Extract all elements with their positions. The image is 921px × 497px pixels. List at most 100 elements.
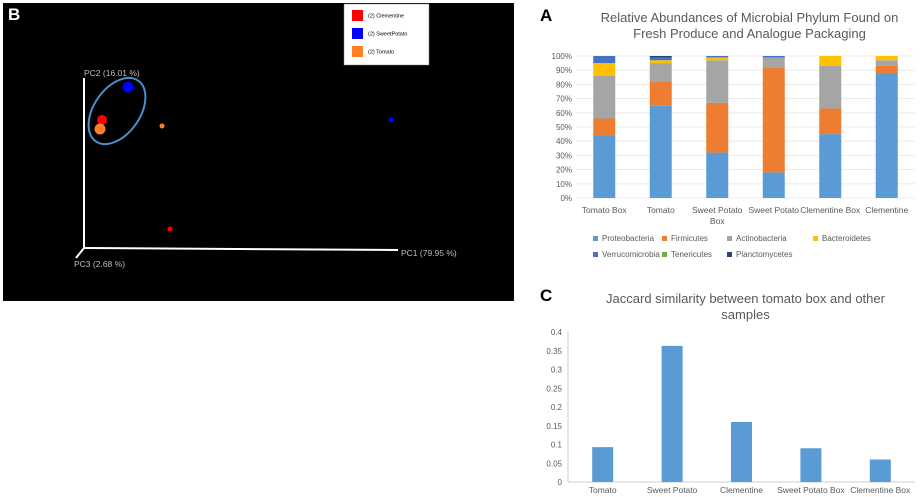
chart-a-bar-firmicutes xyxy=(649,81,672,106)
chart-c-category-label: Tomato xyxy=(589,485,617,495)
chart-c-y-tick: 0.3 xyxy=(551,366,563,375)
chart-a-bar-verrucomicrobia xyxy=(649,57,672,61)
chart-a-bar-proteobacteria xyxy=(875,73,898,198)
chart-a-bar-actinobacteria xyxy=(649,63,672,82)
panel-b-label: B xyxy=(8,5,21,24)
chart-c-bar xyxy=(731,422,752,482)
chart-a-y-tick: 10% xyxy=(556,180,572,189)
chart-a-category-label: Box xyxy=(710,216,725,226)
chart-a-bar-bacteroidetes xyxy=(649,60,672,64)
pc1-axis-label: PC1 (79.95 %) xyxy=(401,248,457,258)
chart-a-bar-bacteroidetes xyxy=(819,56,842,66)
chart-c-y-tick: 0.2 xyxy=(551,403,563,412)
pc3-axis xyxy=(75,247,85,259)
clementine-point xyxy=(97,115,107,125)
chart-a-legend-label: Actinobacteria xyxy=(736,234,787,243)
chart-a-bar-firmicutes xyxy=(875,65,898,74)
legend-label-sweetpotato: (2) SweetPotato xyxy=(368,32,407,38)
chart-c-y-tick: 0.15 xyxy=(546,422,562,431)
chart-a-bar-proteobacteria xyxy=(593,135,616,198)
pc1-axis xyxy=(83,247,399,251)
panel-a-label: A xyxy=(540,6,553,25)
chart-a-bar-bacteroidetes xyxy=(706,57,729,61)
chart-a-legend-swatch xyxy=(662,252,667,257)
chart-a-bar-proteobacteria xyxy=(706,152,729,198)
chart-a-y-tick: 80% xyxy=(556,80,572,89)
pc2-axis-label: PC2 (16.01 %) xyxy=(84,68,140,78)
chart-a-y-tick: 50% xyxy=(556,123,572,132)
chart-a-y-tick: 70% xyxy=(556,95,572,104)
chart-a-y-tick: 60% xyxy=(556,109,572,118)
chart-a-legend-label: Verrucomicrobia xyxy=(602,250,660,259)
chart-a-legend-swatch xyxy=(813,236,818,241)
chart-a-bar-actinobacteria xyxy=(875,60,898,66)
chart-a-category-label: Sweet Potato xyxy=(692,205,743,215)
chart-a-y-tick: 0% xyxy=(560,194,572,203)
chart-a-legend-swatch xyxy=(593,252,598,257)
chart-a-bar-bacteroidetes xyxy=(593,63,616,76)
chart-a-category-label: Tomato Box xyxy=(582,205,628,215)
chart-a-bar-firmicutes xyxy=(762,67,785,173)
pc3-axis-label: PC3 (2.68 %) xyxy=(74,259,125,269)
chart-c-bar xyxy=(869,459,891,482)
chart-c-category-label: Clementine xyxy=(720,485,763,495)
chart-c-category-label: Clementine Box xyxy=(850,485,911,495)
chart-a-legend-label: Planctomycetes xyxy=(736,250,792,259)
chart-a-y-tick: 40% xyxy=(556,137,572,146)
chart-a-category-label: Clementine Box xyxy=(800,205,861,215)
chart-c-bar xyxy=(592,447,614,482)
chart-a-bar-verrucomicrobia xyxy=(706,56,729,58)
chart-c-title-line: Jaccard similarity between tomato box an… xyxy=(606,291,886,306)
chart-c-y-tick: 0 xyxy=(558,478,563,487)
legend-label-tomato: (2) Tomato xyxy=(368,50,394,56)
cluster-ellipse xyxy=(87,76,147,146)
chart-a-title-line: Fresh Produce and Analogue Packaging xyxy=(633,26,866,41)
chart-a-bar-proteobacteria xyxy=(649,105,672,198)
chart-a-category-label: Clementine xyxy=(865,205,908,215)
tomato-point xyxy=(159,123,165,129)
chart-a-bar-verrucomicrobia xyxy=(762,56,785,58)
chart-c-y-tick: 0.25 xyxy=(546,384,562,393)
chart-a-category-label: Sweet Potato xyxy=(748,205,799,215)
chart-a-bar-planctomycetes xyxy=(649,56,672,58)
tomato-point xyxy=(94,123,106,135)
chart-c-category-label: Sweet Potato Box xyxy=(777,485,845,495)
legend-swatch-sweetpotato xyxy=(352,28,363,39)
chart-c-bar xyxy=(800,448,822,482)
chart-a-bar-proteobacteria xyxy=(762,172,785,198)
chart-a-bar-proteobacteria xyxy=(819,134,842,198)
legend-label-clementine: (2) Clementine xyxy=(368,14,404,20)
chart-a-bar-actinobacteria xyxy=(706,60,729,103)
chart-a-y-tick: 30% xyxy=(556,151,572,160)
chart-a-y-tick: 100% xyxy=(552,52,572,61)
chart-c-category-label: Sweet Potato xyxy=(647,485,698,495)
chart-a-bar-bacteroidetes xyxy=(875,56,898,61)
panel-c-label: C xyxy=(540,286,553,305)
chart-a-y-tick: 20% xyxy=(556,166,572,175)
chart-a-bar-firmicutes xyxy=(819,108,842,135)
sweetpotato-point xyxy=(388,117,394,123)
chart-a-legend-swatch xyxy=(662,236,667,241)
chart-a-legend-label: Bacteroidetes xyxy=(822,234,871,243)
chart-a-legend-swatch xyxy=(593,236,598,241)
chart-a-bar-actinobacteria xyxy=(819,65,842,109)
chart-a-y-tick: 90% xyxy=(556,66,572,75)
chart-a-bar-actinobacteria xyxy=(762,57,785,68)
chart-c-bar xyxy=(661,345,683,482)
chart-a-legend-label: Tenericutes xyxy=(671,250,712,259)
legend-swatch-clementine xyxy=(352,10,363,21)
chart-a-category-label: Tomato xyxy=(647,205,675,215)
chart-a-bar-actinobacteria xyxy=(593,75,616,119)
chart-a-legend-label: Proteobacteria xyxy=(602,234,655,243)
chart-a-title-line: Relative Abundances of Microbial Phylum … xyxy=(601,10,899,25)
chart-a-legend-swatch xyxy=(727,236,732,241)
chart-c-y-tick: 0.35 xyxy=(546,347,562,356)
chart-c-y-tick: 0.05 xyxy=(546,459,562,468)
chart-c-y-tick: 0.4 xyxy=(551,328,563,337)
chart-c-y-tick: 0.1 xyxy=(551,441,563,450)
legend-swatch-tomato xyxy=(352,46,363,57)
sweetpotato-point xyxy=(122,81,134,93)
